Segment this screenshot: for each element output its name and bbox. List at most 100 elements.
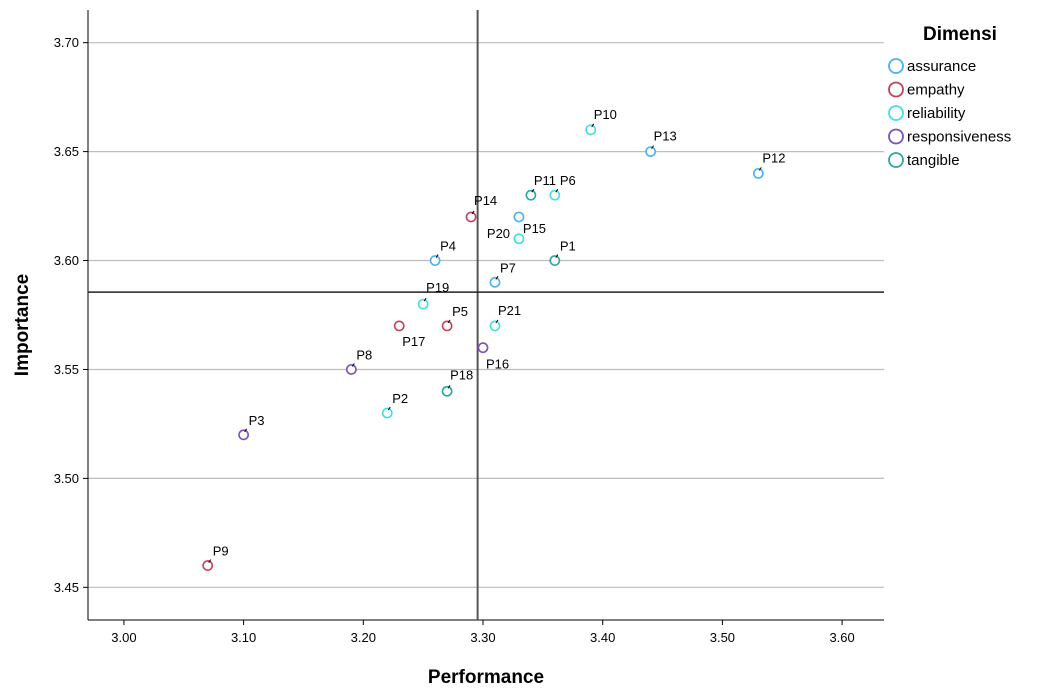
point-label: P7 [500, 260, 516, 275]
point-label: P5 [452, 304, 468, 319]
y-axis-ticks: 3.45 3.50 3.55 3.60 3.65 3.70 [54, 35, 88, 595]
point-label: P15 [523, 221, 546, 236]
point-p10: P10 [585, 107, 617, 136]
label-leader [531, 188, 535, 193]
legend-label: empathy [907, 82, 965, 99]
label-leader [471, 210, 475, 215]
point-marker [417, 298, 429, 310]
x-tick-label: 3.00 [111, 630, 136, 645]
legend-marker [888, 128, 904, 145]
point-label: P11 [534, 173, 556, 188]
y-tick-label: 3.45 [54, 580, 79, 595]
legend-title: Dimensi [923, 24, 997, 45]
point-marker [585, 124, 597, 136]
label-leader [208, 559, 212, 563]
point-p18: P18 [441, 367, 473, 397]
point-label: P9 [213, 544, 229, 559]
point-p21: P21 [489, 303, 521, 332]
point-marker [513, 233, 525, 245]
point-marker [549, 255, 561, 266]
x-tick-label: 3.40 [590, 630, 615, 645]
point-label: P18 [450, 367, 473, 382]
point-marker [381, 407, 393, 419]
legend-item-tangible: tangible [888, 152, 960, 169]
y-tick-label: 3.65 [54, 144, 79, 159]
label-leader [423, 297, 427, 302]
legend: Dimensi assurance empathy reliability respo… [888, 24, 1011, 169]
point-label: P6 [560, 173, 576, 188]
label-leader [495, 276, 499, 280]
label-leader [591, 123, 595, 128]
point-marker [489, 276, 501, 288]
point-marker [513, 211, 525, 223]
point-label: P3 [249, 413, 265, 428]
label-leader [555, 254, 559, 258]
point-p2: P2 [381, 391, 408, 419]
label-leader [758, 167, 762, 171]
point-marker [477, 342, 489, 354]
x-axis-ticks: 3.00 3.10 3.20 3.30 3.40 3.50 3.60 [111, 620, 855, 645]
point-marker [345, 364, 357, 375]
point-p9: P9 [202, 544, 229, 571]
point-p5: P5 [441, 304, 468, 332]
point-p7: P7 [489, 260, 516, 288]
point-p11: P11 [525, 173, 556, 201]
point-label: P4 [440, 239, 456, 254]
point-label: P14 [474, 193, 497, 208]
label-leader [447, 384, 451, 389]
point-p8: P8 [345, 347, 372, 375]
point-marker [441, 320, 453, 332]
legend-marker [888, 81, 904, 98]
point-label: P12 [762, 150, 785, 165]
point-p1: P1 [549, 239, 576, 266]
point-marker [429, 255, 441, 266]
x-axis-title: Performance [428, 667, 544, 688]
point-marker [202, 560, 214, 571]
y-axis-title: Importance [12, 274, 33, 376]
point-marker [645, 146, 656, 158]
point-marker [465, 211, 477, 223]
legend-item-responsiveness: responsiveness [888, 128, 1011, 146]
x-tick-label: 3.10 [231, 630, 256, 645]
point-label: P20 [487, 226, 510, 241]
legend-item-assurance: assurance [888, 58, 976, 75]
point-p20: P20 [487, 226, 525, 245]
y-tick-label: 3.50 [54, 471, 79, 486]
point-p3: P3 [238, 413, 265, 441]
point-p4: P4 [429, 239, 456, 266]
point-label: P1 [560, 239, 576, 254]
y-tick-label: 3.70 [54, 35, 79, 50]
point-marker [238, 429, 250, 441]
legend-marker [888, 105, 904, 121]
x-tick-label: 3.30 [470, 630, 495, 645]
label-leader [244, 428, 248, 433]
point-label: P13 [654, 129, 677, 144]
legend-label: responsiveness [907, 129, 1011, 146]
legend-marker [888, 58, 904, 74]
label-leader [495, 319, 499, 324]
point-p13: P13 [645, 129, 677, 158]
point-marker [752, 167, 764, 179]
point-p15: P15 [513, 211, 546, 236]
legend-label: assurance [907, 58, 976, 75]
point-p12: P12 [752, 150, 785, 179]
point-p6: P6 [549, 173, 576, 201]
x-tick-label: 3.20 [351, 630, 376, 645]
point-label: P21 [498, 303, 521, 318]
x-tick-label: 3.60 [829, 630, 854, 645]
legend-label: tangible [907, 152, 960, 169]
point-label: P17 [402, 334, 425, 349]
x-tick-label: 3.50 [710, 630, 735, 645]
label-leader [447, 319, 451, 324]
point-p16: P16 [477, 342, 509, 372]
y-tick-label: 3.55 [54, 362, 79, 377]
point-marker [393, 320, 405, 332]
point-marker [525, 189, 537, 201]
label-leader [651, 145, 655, 149]
legend-item-reliability: reliability [888, 105, 966, 122]
point-label: P16 [486, 357, 509, 372]
point-label: P2 [392, 391, 408, 406]
legend-item-empathy: empathy [888, 81, 965, 99]
point-label: P19 [426, 280, 449, 295]
